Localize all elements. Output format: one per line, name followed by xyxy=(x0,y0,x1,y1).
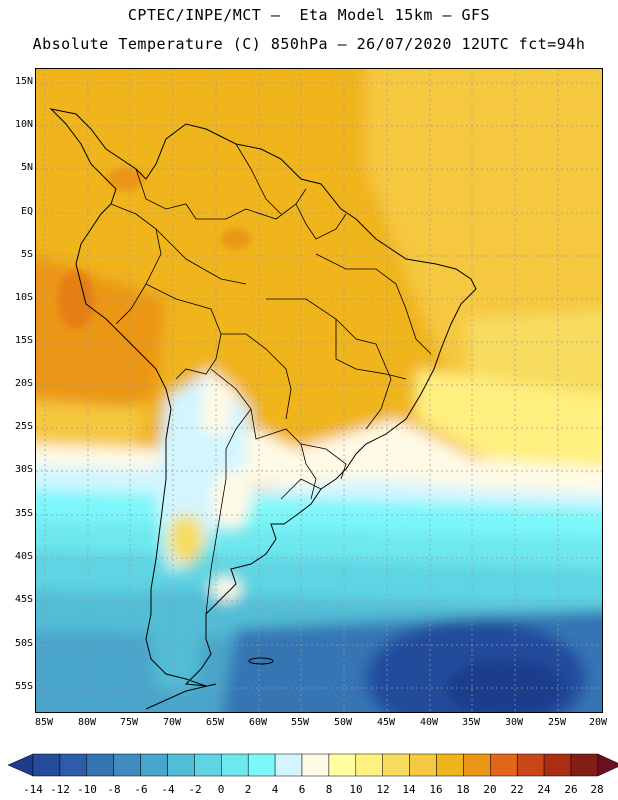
colorbar-cell xyxy=(543,753,572,777)
lon-label: 40W xyxy=(419,717,439,728)
colorbar-cell xyxy=(274,753,303,777)
colorbar-label: 12 xyxy=(376,783,390,796)
lat-label: 35S xyxy=(14,508,33,519)
colorbar-label: -12 xyxy=(50,783,70,796)
colorbar-cell xyxy=(490,753,518,777)
colorbar-cell xyxy=(194,753,222,777)
lat-label: 5N xyxy=(20,162,33,173)
colorbar-label: 8 xyxy=(325,783,333,796)
lon-label: 25W xyxy=(547,717,567,728)
lon-label: 55W xyxy=(290,717,310,728)
lon-label: 60W xyxy=(248,717,268,728)
colorbar-label: -4 xyxy=(161,783,175,796)
temperature-map[interactable] xyxy=(35,68,603,713)
lon-label: 45W xyxy=(376,717,396,728)
colorbar-label: -8 xyxy=(107,783,121,796)
colorbar-label: 6 xyxy=(298,783,306,796)
colorbar-cell xyxy=(59,753,88,777)
lon-label: 30W xyxy=(504,717,524,728)
lat-label: EQ xyxy=(20,206,33,217)
colorbar-label: 22 xyxy=(510,783,524,796)
colorbar-arrow-low xyxy=(7,753,34,777)
lat-label: 5S xyxy=(20,249,33,260)
colorbar-label: -10 xyxy=(77,783,97,796)
lon-label: 50W xyxy=(333,717,353,728)
colorbar-cell xyxy=(32,753,61,777)
lat-label: 10S xyxy=(14,292,33,303)
colorbar-cell xyxy=(516,753,545,777)
lat-label: 55S xyxy=(14,681,33,692)
colorbar-label: -6 xyxy=(134,783,148,796)
map-title: CPTEC/INPE/MCT – Eta Model 15km – GFS xyxy=(127,6,491,24)
colorbar-label: 10 xyxy=(349,783,363,796)
colorbar-label: 14 xyxy=(402,783,416,796)
lat-label: 30S xyxy=(14,464,33,475)
colorbar-label: 20 xyxy=(483,783,497,796)
colorbar-cell xyxy=(328,753,357,777)
colorbar-label: 16 xyxy=(429,783,443,796)
colorbar-cell xyxy=(301,753,330,777)
colorbar-label: 0 xyxy=(217,783,225,796)
lat-label: 45S xyxy=(14,594,33,605)
colorbar-cell xyxy=(463,753,491,777)
lat-label: 40S xyxy=(14,551,33,562)
colorbar-label: 2 xyxy=(244,783,252,796)
lon-label: 65W xyxy=(205,717,225,728)
colorbar xyxy=(7,753,618,777)
colorbar-cell xyxy=(221,753,249,777)
colorbar-cell xyxy=(167,753,195,777)
lat-label: 10N xyxy=(14,119,33,130)
colorbar-label: -2 xyxy=(188,783,202,796)
colorbar-cell xyxy=(436,753,464,777)
lat-label: 15S xyxy=(14,335,33,346)
colorbar-label: 4 xyxy=(271,783,279,796)
colorbar-cell xyxy=(409,753,437,777)
colorbar-cell xyxy=(86,753,114,777)
lat-label: 15N xyxy=(14,76,33,87)
temperature-field xyxy=(36,69,602,712)
colorbar-label: 28 xyxy=(590,783,604,796)
colorbar-cell xyxy=(382,753,410,777)
colorbar-cell xyxy=(355,753,383,777)
coastline xyxy=(49,108,477,710)
lon-label: 70W xyxy=(162,717,182,728)
colorbar-label: -14 xyxy=(23,783,43,796)
colorbar-cell xyxy=(570,753,599,777)
colorbar-cell xyxy=(113,753,141,777)
lat-label: 50S xyxy=(14,638,33,649)
lon-label: 75W xyxy=(119,717,139,728)
colorbar-cell xyxy=(247,753,276,777)
lat-label: 25S xyxy=(14,421,33,432)
map-subtitle: Absolute Temperature (C) 850hPa – 26/07/… xyxy=(32,35,586,53)
lon-label: 20W xyxy=(588,717,608,728)
lat-label: 20S xyxy=(14,378,33,389)
colorbar-label: 26 xyxy=(564,783,578,796)
lon-label: 35W xyxy=(461,717,481,728)
colorbar-label: 18 xyxy=(456,783,470,796)
lon-label: 80W xyxy=(77,717,97,728)
colorbar-arrow-high xyxy=(597,753,618,777)
lon-label: 85W xyxy=(34,717,54,728)
country-borders xyxy=(110,143,432,615)
colorbar-label: 24 xyxy=(537,783,551,796)
colorbar-cell xyxy=(140,753,168,777)
